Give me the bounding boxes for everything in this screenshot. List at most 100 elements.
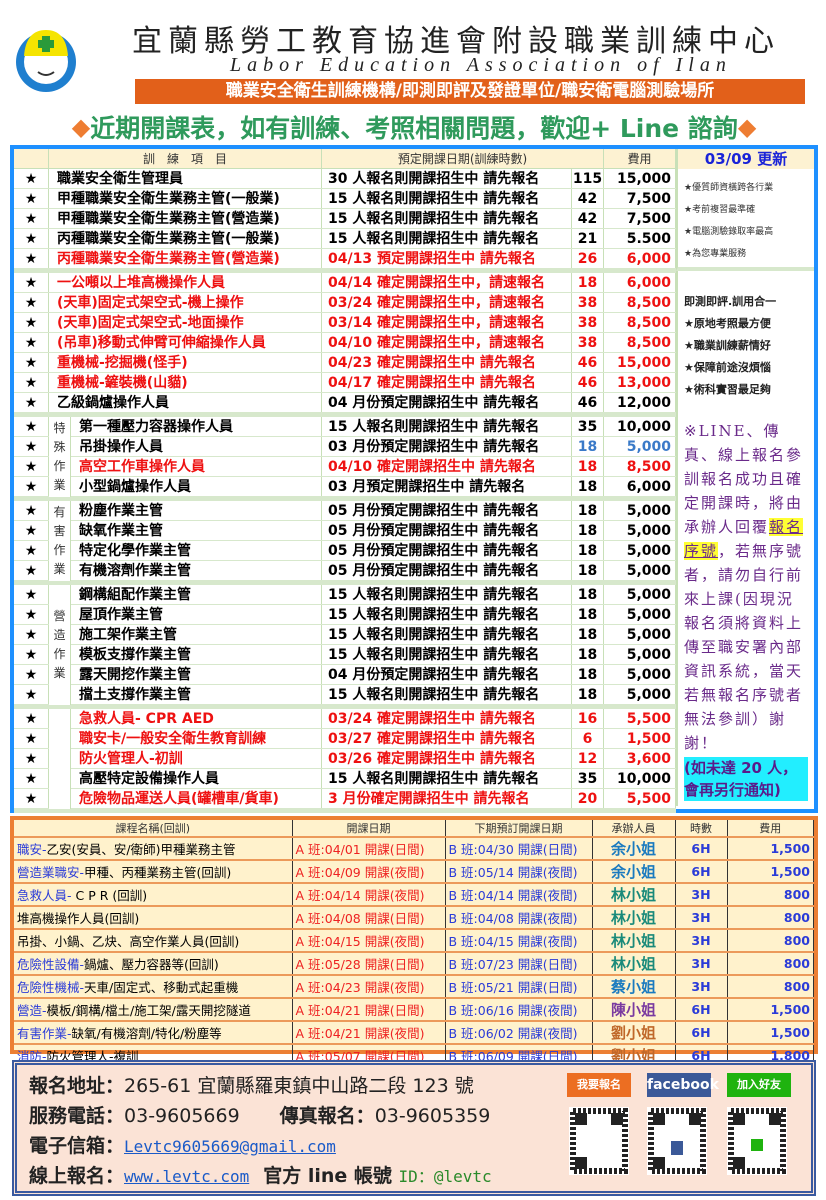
table-row[interactable]: 有害作業-缺氧/有機溶劑/特化/粉塵等 A 班:04/21 開課(夜間) B 班:0… — [14, 1021, 814, 1045]
course-name: 屋頂作業主管 — [71, 605, 322, 624]
table-row[interactable]: 吊掛、小鍋、乙炔、高空作業人員(回訓) A 班:04/15 開課(夜間) B 班:0… — [14, 929, 814, 953]
table-row[interactable]: 危險性機械-天車/固定式、移動式起重機 A 班:04/23 開課(夜間) B 班:0… — [14, 975, 814, 999]
star-icon: ★ — [14, 353, 49, 372]
email-link[interactable]: Levtc9605669@gmail.com — [124, 1137, 336, 1156]
course-hours: 18 — [572, 501, 604, 520]
table-row[interactable]: 危險性設備-鍋爐、壓力容器等(回訓) A 班:05/28 開課(日間) B 班:07… — [14, 952, 814, 976]
feature-item: ★職業訓練薪情好 — [684, 339, 771, 352]
course-name: 吊掛操作人員 — [71, 437, 322, 456]
course-hours: 18 — [572, 625, 604, 644]
course-fee: 5,500 — [604, 709, 676, 728]
course-schedule: 05 月份預定開課招生中 請先報名 — [322, 501, 572, 520]
table-row[interactable]: 施工架作業主管 15 人報名則開課招生中 請先報名 18 5,000 — [71, 625, 676, 645]
course-category: 危險性設備- — [17, 957, 85, 972]
table-row[interactable]: 堆高機操作人員(回訓) A 班:04/08 開課(日間) B 班:04/08 開課(… — [14, 906, 814, 930]
table-row[interactable]: 高空工作車操作人員 04/10 確定開課招生中 請先報名 18 8,500 — [71, 457, 676, 477]
table-row[interactable]: 特定化學作業主管 05 月份預定開課招生中 請先報名 18 5,000 — [71, 541, 676, 561]
course-schedule: 03 月預定開課招生中 請先報名 — [322, 477, 572, 496]
course-name: 高空工作車操作人員 — [71, 457, 322, 476]
table-row[interactable]: (天車)固定式架空式-機上操作 03/24 確定開課招生中，請速報名 38 8,500 — [49, 293, 676, 313]
course-schedule: 03/24 確定開課招生中 請先報名 — [322, 709, 572, 728]
table-row[interactable]: 模板支撐作業主管 15 人報名則開課招生中 請先報名 18 5,000 — [71, 645, 676, 665]
course-hours: 42 — [572, 189, 604, 208]
group-label-char: 作 — [53, 543, 66, 557]
table-row[interactable]: 吊掛操作人員 03 月份預定開課招生中 請先報名 18 5,000 — [71, 437, 676, 457]
course-title: 乙安(安員、安/衛師)甲種業務主管 — [46, 842, 236, 857]
class-a-date: A 班:04/23 開課(夜間) — [292, 975, 446, 999]
group-label-char: 營 — [53, 609, 66, 623]
table-row[interactable]: 乙級鍋爐操作人員 04 月份預定開課招生中 請先報名 46 12,000 — [49, 393, 676, 413]
fee: 800 — [727, 906, 814, 930]
table-row[interactable]: 職安卡/一般安全衛生教育訓練 03/27 確定開課招生中 請先報名 6 1,500 — [71, 729, 676, 749]
table-row[interactable]: 危險物品運送人員(罐槽車/貨車) 3 月份確定開課招生中 請先報名 20 5,500 — [71, 789, 676, 809]
table-row[interactable]: 營造-模板/鋼構/檔土/施工架/露天開挖隧道 A 班:04/21 開課(日間) B … — [14, 998, 814, 1022]
table-row[interactable]: 防火管理人-初訓 03/26 確定開課招生中 請先報名 12 3,600 — [71, 749, 676, 769]
course-fee: 7,500 — [604, 189, 676, 208]
table-row[interactable]: 重機械-鏟裝機(山貓) 04/17 確定開課招生中 請先報名 46 13,000 — [49, 373, 676, 393]
register-qr-code[interactable] — [569, 1107, 629, 1175]
table-row[interactable]: 有機溶劑作業主管 05 月份預定開課招生中 請先報名 18 5,000 — [71, 561, 676, 581]
table-row[interactable]: 急救人員- CPR AED 03/24 確定開課招生中 請先報名 16 5,500 — [71, 709, 676, 729]
course-fee: 5,000 — [604, 437, 676, 456]
contact-person: 陳小姐 — [592, 998, 676, 1022]
class-a-date: A 班:04/08 開課(日間) — [292, 906, 446, 930]
table-row[interactable]: 急救人員- C P R (回訓) A 班:04/14 開課(夜間) B 班:04/1… — [14, 883, 814, 907]
star-icon: ★ — [14, 229, 49, 248]
group-label-char: 業 — [53, 562, 66, 576]
course-name: 營造-模板/鋼構/檔土/施工架/露天開挖隧道 — [14, 998, 293, 1022]
course-fee: 6,000 — [604, 249, 676, 268]
course-fee: 6,000 — [604, 477, 676, 496]
course-fee: 5,000 — [604, 665, 676, 684]
line-add-friend-button[interactable]: 加入好友 — [727, 1073, 791, 1097]
table-row[interactable]: 露天開挖作業主管 04 月份預定開課招生中 請先報名 18 5,000 — [71, 665, 676, 685]
course-schedule: 04/17 確定開課招生中 請先報名 — [322, 373, 572, 392]
star-cell: ★ — [14, 585, 49, 605]
group-label: 營造作業 — [49, 585, 71, 705]
course-name: 危險性機械-天車/固定式、移動式起重機 — [14, 975, 293, 999]
course-schedule: 15 人報名則開課招生中 請先報名 — [322, 605, 572, 624]
table-row[interactable]: 鋼構組配作業主管 15 人報名則開課招生中 請先報名 18 5,000 — [71, 585, 676, 605]
table-row[interactable]: 第一種壓力容器操作人員 15 人報名則開課招生中 請先報名 35 10,000 — [71, 417, 676, 437]
table-row[interactable]: 丙種職業安全衛生業務主管(營造業) 04/13 預定開課招生中 請先報名 26 6,0… — [49, 249, 676, 269]
table-row[interactable]: 缺氧作業主管 05 月份預定開課招生中 請先報名 18 5,000 — [71, 521, 676, 541]
fee: 800 — [727, 929, 814, 953]
table-row[interactable]: 重機械-挖掘機(怪手) 04/23 確定開課招生中 請先報名 46 15,000 — [49, 353, 676, 373]
course-title: 缺氧/有機溶劑/特化/粉塵等 — [71, 1026, 222, 1041]
register-button[interactable]: 我要報名 — [567, 1073, 631, 1097]
column-header: 課程名稱(回訓) — [14, 820, 293, 838]
feature-item: ★為您專業服務 — [684, 249, 747, 259]
table-row[interactable]: 營造業職安-甲種、丙種業務主管(回訓) A 班:04/09 開課(夜間) B 班:0… — [14, 860, 814, 884]
table-row[interactable]: 職安-乙安(安員、安/衛師)甲種業務主管 A 班:04/01 開課(日間) B 班:… — [14, 837, 814, 861]
star-column: ★ ★ ★ ★ ★ — [14, 709, 49, 809]
course-schedule: 15 人報名則開課招生中 請先報名 — [322, 585, 572, 604]
facebook-button[interactable]: facebook — [647, 1073, 719, 1097]
group-label-char: 有 — [53, 505, 66, 519]
section-rows: 急救人員- CPR AED 03/24 確定開課招生中 請先報名 16 5,500 職安… — [71, 709, 676, 809]
table-row[interactable]: 屋頂作業主管 15 人報名則開課招生中 請先報名 18 5,000 — [71, 605, 676, 625]
course-title: 天車/固定式、移動式起重機 — [84, 980, 239, 995]
table-row[interactable]: 一公噸以上堆高機操作人員 04/14 確定開課招生中，請速報名 18 6,000 — [49, 273, 676, 293]
table-row[interactable]: 粉塵作業主管 05 月份預定開課招生中 請先報名 18 5,000 — [71, 501, 676, 521]
table-row[interactable]: 職業安全衛生管理員 30 人報名則開課招生中 請先報名 115 15,000 — [49, 169, 676, 189]
star-icon: ★ — [14, 477, 49, 496]
class-a-date: A 班:04/09 開課(夜間) — [292, 860, 446, 884]
fee: 1,500 — [727, 1021, 814, 1045]
column-header: 時數 — [675, 820, 728, 838]
course-hours: 18 — [572, 457, 604, 476]
website-link[interactable]: www.levtc.com — [124, 1167, 250, 1186]
table-row[interactable]: (天車)固定式架空式-地面操作 03/14 確定開課招生中，請速報名 38 8,500 — [49, 313, 676, 333]
group-label: 特殊作業 — [49, 417, 71, 497]
facebook-qr-code[interactable] — [647, 1107, 707, 1175]
table-row[interactable]: 小型鍋爐操作人員 03 月預定開課招生中 請先報名 18 6,000 — [71, 477, 676, 497]
table-row[interactable]: 擋土支撐作業主管 15 人報名則開課招生中 請先報名 18 5,000 — [71, 685, 676, 705]
hours: 3H — [675, 975, 728, 999]
table-row[interactable]: (吊車)移動式伸臂可伸縮操作人員 04/10 確定開課招生中，請速報名 38 8,50… — [49, 333, 676, 353]
feature-item: ★考前複習最準確 — [684, 205, 756, 215]
table-row[interactable]: 丙種職業安全衛生業務主管(一般業) 15 人報名則開課招生中 請先報名 21 5.50… — [49, 229, 676, 249]
table-row[interactable]: 高壓特定設備操作人員 15 人報名則開課招生中 請先報名 35 10,000 — [71, 769, 676, 789]
course-hours: 26 — [572, 249, 604, 268]
line-qr-code[interactable] — [727, 1107, 787, 1175]
table-row[interactable]: 甲種職業安全衛生業務主管(一般業) 15 人報名則開課招生中 請先報名 42 7,50… — [49, 189, 676, 209]
star-cell: ★ — [14, 229, 49, 249]
table-row[interactable]: 甲種職業安全衛生業務主管(營造業) 15 人報名則開課招生中 請先報名 42 7,50… — [49, 209, 676, 229]
